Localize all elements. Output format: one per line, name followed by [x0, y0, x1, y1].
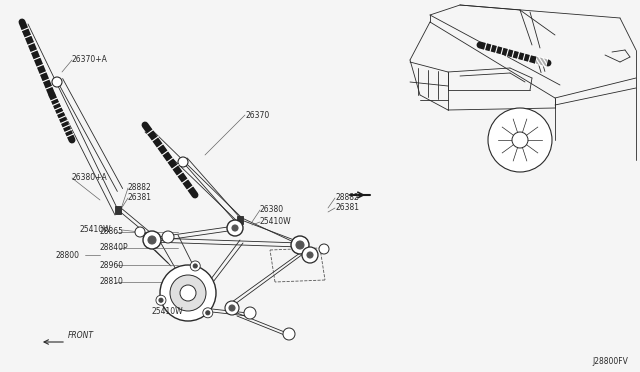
Circle shape [190, 261, 200, 271]
Text: 26381: 26381 [128, 193, 152, 202]
Circle shape [160, 265, 216, 321]
Text: 28865: 28865 [100, 228, 124, 237]
Text: 25410W: 25410W [80, 225, 111, 234]
Circle shape [244, 307, 256, 319]
Circle shape [52, 77, 62, 87]
Text: 26380: 26380 [260, 205, 284, 215]
Circle shape [283, 328, 295, 340]
Text: 28810: 28810 [100, 278, 124, 286]
Circle shape [162, 231, 174, 243]
Circle shape [296, 241, 304, 249]
Text: 26370: 26370 [245, 110, 269, 119]
Circle shape [135, 227, 145, 237]
Text: 28840P: 28840P [100, 244, 129, 253]
Text: 28882: 28882 [128, 183, 152, 192]
Circle shape [148, 236, 156, 244]
Circle shape [498, 118, 542, 162]
Circle shape [227, 220, 243, 236]
Text: 26380+A: 26380+A [72, 173, 108, 183]
Circle shape [159, 298, 163, 302]
Text: 28960: 28960 [100, 260, 124, 269]
Circle shape [143, 231, 161, 249]
Circle shape [193, 264, 197, 268]
Text: 28800: 28800 [55, 250, 79, 260]
Circle shape [156, 295, 166, 305]
Text: 25410W: 25410W [260, 218, 292, 227]
Circle shape [178, 157, 188, 167]
Circle shape [229, 305, 235, 311]
Text: FRONT: FRONT [68, 330, 94, 340]
Bar [237, 216, 243, 224]
Circle shape [307, 252, 313, 258]
Circle shape [232, 225, 238, 231]
Circle shape [488, 108, 552, 172]
Circle shape [319, 244, 329, 254]
Circle shape [203, 308, 212, 318]
Text: 26381: 26381 [335, 203, 359, 212]
Text: 25410W: 25410W [152, 308, 184, 317]
Text: J28800FV: J28800FV [592, 357, 628, 366]
Text: 26370+A: 26370+A [72, 55, 108, 64]
Circle shape [170, 275, 206, 311]
Circle shape [512, 132, 528, 148]
Circle shape [206, 311, 210, 315]
Circle shape [302, 247, 318, 263]
Circle shape [225, 301, 239, 315]
Circle shape [291, 236, 309, 254]
Text: 28882: 28882 [335, 193, 359, 202]
Circle shape [180, 285, 196, 301]
Bar [115, 206, 121, 214]
